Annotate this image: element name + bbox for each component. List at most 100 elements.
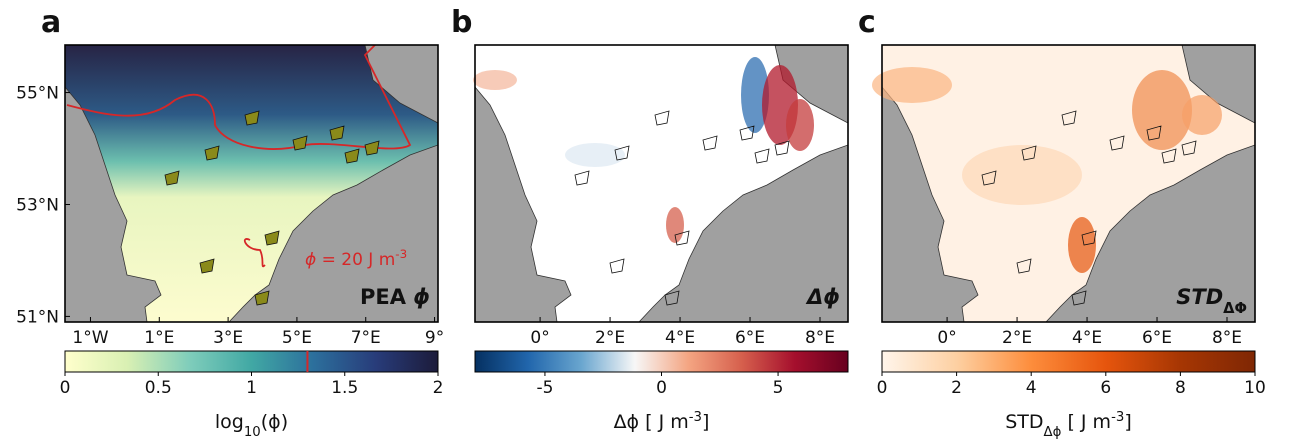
map-frame [64,44,439,323]
x-tick-label: 8°E [1212,328,1242,348]
y-tick-label: 51°N [16,307,59,327]
wind-farm [1071,290,1087,306]
colorbar-tick-label: 1.5 [331,378,358,398]
x-tick-label: 8°E [805,328,835,348]
text-part: Δϕ [1044,425,1062,440]
colorbar [474,350,849,373]
colorbar [64,350,439,373]
colorbar-tick-label: -5 [536,378,553,398]
colorbar [881,350,1256,373]
map-panel: b 0° 2°E 4°E 6°E 8°E Δϕ -5 0 5 Δϕ [ J m-3] [451,5,849,434]
wind-farm [1016,258,1032,274]
x-tick-label: 0° [530,328,549,348]
text-part: Δϕ [ J m [614,411,689,433]
colorbar-tick-label: 5 [773,378,784,398]
wind-farm [664,290,680,306]
colorbar-tick-label: 0 [877,378,888,398]
std-patch [1068,217,1096,273]
wind-farm [364,140,380,156]
x-tick-label: 6°E [735,328,765,348]
wind-farm [739,125,755,141]
colorbar-tick-label: 10 [1244,378,1266,398]
wind-farm [1061,110,1077,126]
x-tick-label: 6°E [1142,328,1172,348]
std-patch [962,145,1082,205]
colorbar-tick-label: 6 [1100,378,1111,398]
text-part: -3 [395,247,407,261]
wind-farm [244,110,260,126]
colorbar-tick-label: 1 [246,378,257,398]
sea [473,44,849,323]
colorbar-tick-label: 4 [1026,378,1037,398]
colorbar-tick-label: 0 [60,378,71,398]
text-part: ΔΦ [1223,300,1247,317]
text-part: = 20 J m [316,250,395,270]
contour-label: ϕ = 20 J m-3 [305,247,407,270]
panel-label: b [451,5,472,40]
panel-annotation: STDΔΦ [1176,285,1247,317]
wind-farm [344,148,360,164]
anomaly [565,143,625,167]
x-tick-label: 2°E [1002,328,1032,348]
std-patch [1182,95,1222,135]
wind-farm [754,148,770,164]
y-tick-label: 55°N [16,84,59,104]
wind-farm [1021,145,1037,161]
wind-farm [609,258,625,274]
x-tick-label: 2°E [595,328,625,348]
panel-annotation: Δϕ [805,285,840,309]
wind-farm [674,230,690,246]
text-part: -3 [1111,410,1124,425]
wind-farm [774,140,790,156]
colorbar-tick-label: 0.5 [145,378,172,398]
text-part: [ J m [1061,411,1111,433]
map-frame [474,44,849,323]
wind-farm [164,170,180,186]
anomaly [473,70,517,90]
x-tick-label: 9° [425,328,444,348]
anomaly [741,57,769,133]
anomaly [666,207,684,243]
wind-farm [264,230,280,246]
text-part: Δϕ [805,285,840,309]
sea [64,44,439,323]
colorbar-tick-label: 2 [951,378,962,398]
text-part: STD [1005,411,1043,433]
x-tick-label: 5°E [282,328,312,348]
text-part: STD [1176,285,1223,309]
x-tick-label: 3°E [213,328,243,348]
x-tick-label: 4°E [665,328,695,348]
wind-farm [654,110,670,126]
text-part: ] [702,411,709,433]
map-frame [881,44,1256,323]
contour-line [243,238,266,268]
wind-farm [1146,125,1162,141]
colorbar-label: log10(ϕ) [215,411,288,440]
text-part: 10 [244,425,261,440]
wind-farm [1081,230,1097,246]
x-tick-label: 1°E [144,328,174,348]
wind-farm [1181,140,1197,156]
text-part: ϕ [305,250,316,270]
wind-farm [614,145,630,161]
wind-farm [254,290,270,306]
colorbar-tick-label: 2 [433,378,444,398]
text-part: log [215,411,244,433]
wind-farm [204,145,220,161]
wind-farm [702,135,718,151]
x-tick-label: 4°E [1072,328,1102,348]
colorbar-label: Δϕ [ J m-3] [614,410,710,434]
anomaly [786,99,814,151]
colorbar-tick-label: 8 [1175,378,1186,398]
x-tick-label: 1°W [72,328,108,348]
wind-farm [329,125,345,141]
wind-farm [199,258,215,274]
x-tick-label: 0° [937,328,956,348]
text-part: (ϕ) [261,411,288,433]
wind-farm [574,170,590,186]
std-patch [872,67,952,103]
contour-line [66,44,412,150]
sea [872,44,1256,323]
